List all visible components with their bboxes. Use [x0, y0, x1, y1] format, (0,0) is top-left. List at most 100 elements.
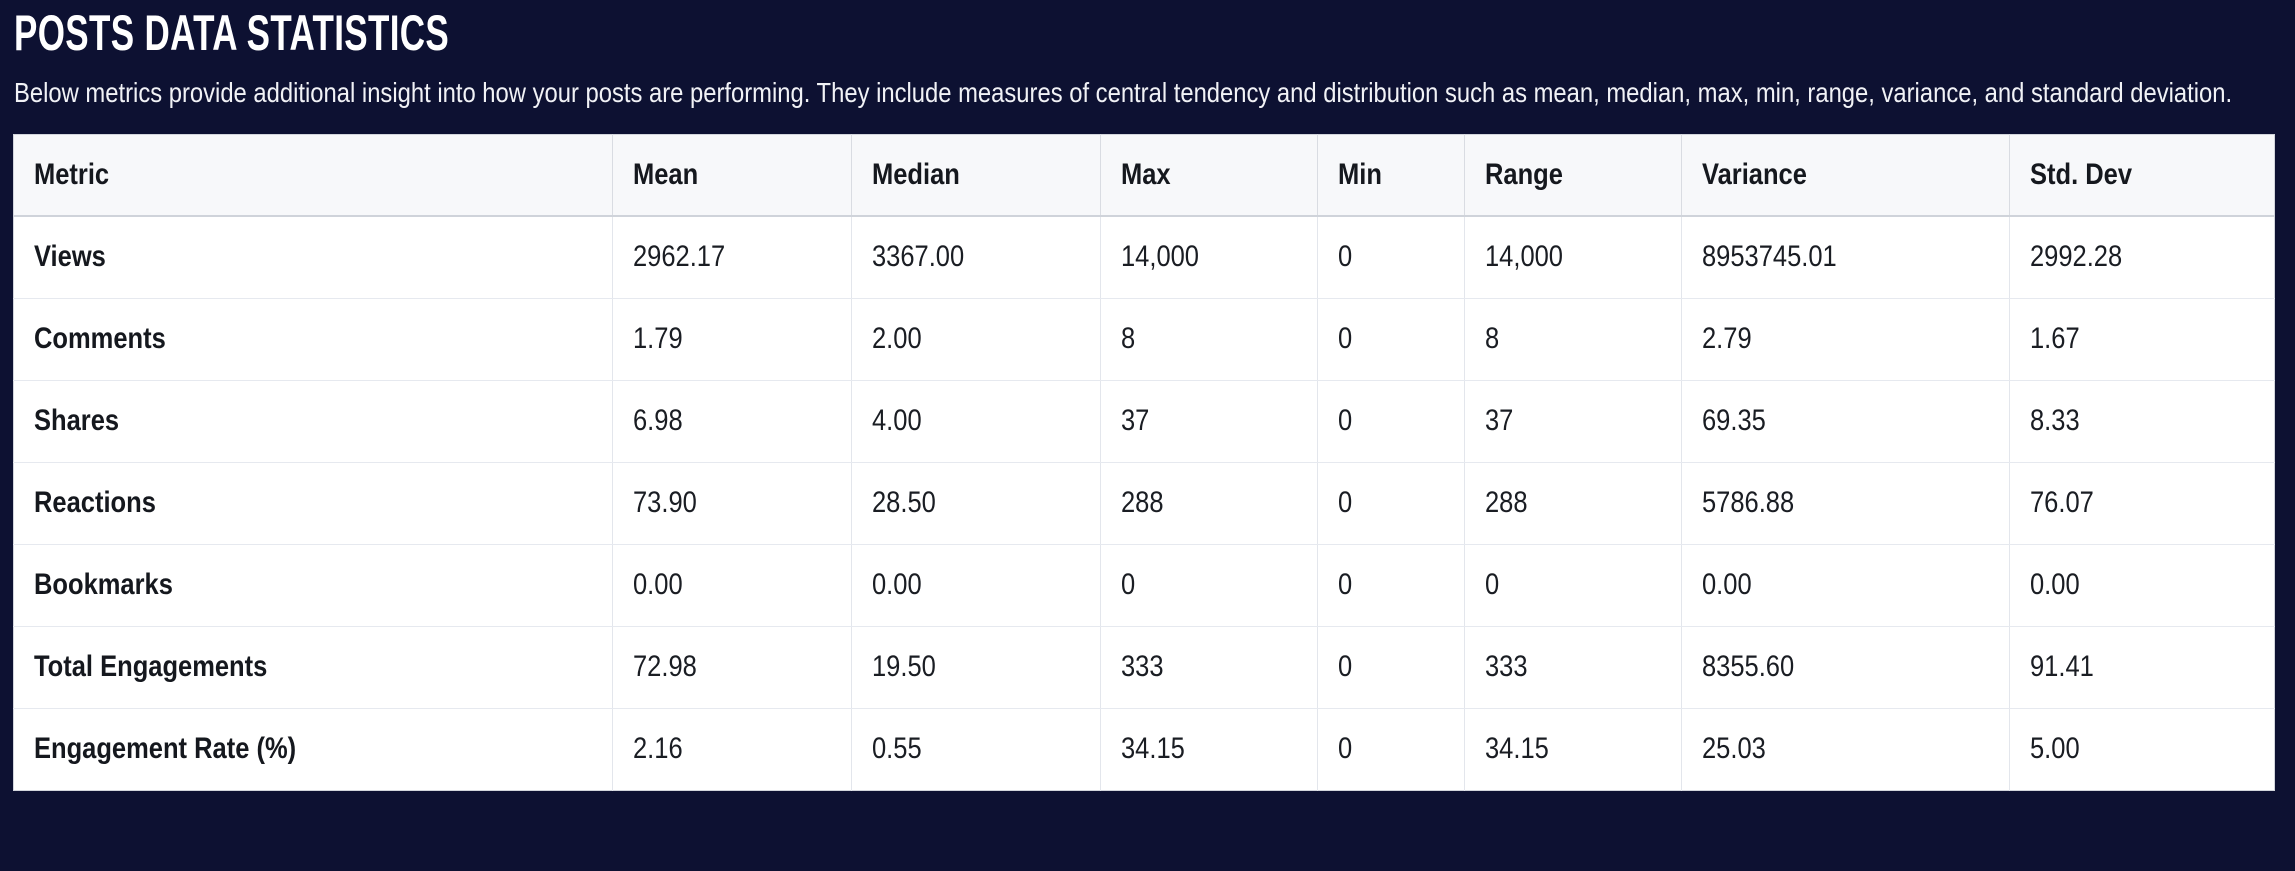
value-text: 288: [1485, 486, 1528, 520]
value-cell-min: 0: [1317, 544, 1465, 627]
value-cell-range: 14,000: [1464, 215, 1682, 299]
column-header-label: Std. Dev: [2030, 157, 2133, 191]
value-cell-range: 333: [1464, 626, 1682, 709]
value-text: 0.00: [2030, 568, 2080, 602]
value-cell-min: 0: [1317, 462, 1465, 545]
value-cell-variance: 8355.60: [1681, 626, 2010, 709]
value-text: 69.35: [1702, 404, 1766, 438]
metric-label: Bookmarks: [34, 568, 173, 602]
value-text: 3367.00: [872, 240, 965, 274]
posts-statistics-section: POSTS DATA STATISTICS Below metrics prov…: [0, 6, 2295, 791]
value-cell-mean: 2962.17: [612, 215, 852, 299]
value-text: 0: [1338, 568, 1353, 602]
value-text: 91.41: [2030, 650, 2094, 684]
value-text: 0: [1338, 650, 1353, 684]
metric-cell: Total Engagements: [13, 626, 613, 709]
value-text: 73.90: [633, 486, 697, 520]
column-header-min: Min: [1317, 134, 1465, 217]
column-header-label: Median: [872, 157, 960, 191]
value-cell-mean: 2.16: [612, 708, 852, 791]
value-cell-std-dev: 1.67: [2009, 298, 2275, 381]
value-text: 0.55: [872, 732, 922, 766]
value-text: 14,000: [1121, 240, 1200, 274]
metric-cell: Comments: [13, 298, 613, 381]
column-header-max: Max: [1100, 134, 1318, 217]
value-cell-variance: 25.03: [1681, 708, 2010, 791]
column-header-metric: Metric: [13, 134, 613, 217]
value-cell-variance: 5786.88: [1681, 462, 2010, 545]
value-text: 37: [1485, 404, 1514, 438]
value-text: 8: [1121, 322, 1136, 356]
value-cell-variance: 0.00: [1681, 544, 2010, 627]
value-cell-median: 19.50: [851, 626, 1101, 709]
value-text: 0: [1338, 486, 1353, 520]
value-text: 25.03: [1702, 732, 1766, 766]
table-row-shares: Shares 6.98 4.00 37 0 37 69.35 8.33: [13, 380, 2275, 463]
value-cell-median: 28.50: [851, 462, 1101, 545]
table-row-total-engagements: Total Engagements 72.98 19.50 333 0 333 8355.6…: [13, 626, 2275, 709]
value-text: 6.98: [633, 404, 683, 438]
value-text: 0.00: [633, 568, 683, 602]
value-text: 5786.88: [1702, 486, 1795, 520]
value-cell-mean: 0.00: [612, 544, 852, 627]
value-text: 4.00: [872, 404, 922, 438]
value-text: 5.00: [2030, 732, 2080, 766]
value-cell-max: 8: [1100, 298, 1318, 381]
value-cell-min: 0: [1317, 626, 1465, 709]
value-text: 0.00: [872, 568, 922, 602]
column-header-label: Min: [1338, 157, 1382, 191]
value-cell-median: 0.00: [851, 544, 1101, 627]
column-header-label: Max: [1121, 157, 1171, 191]
value-cell-range: 288: [1464, 462, 1682, 545]
value-cell-max: 333: [1100, 626, 1318, 709]
value-text: 0: [1338, 240, 1353, 274]
value-cell-max: 0: [1100, 544, 1318, 627]
value-cell-std-dev: 2992.28: [2009, 215, 2275, 299]
metric-cell: Bookmarks: [13, 544, 613, 627]
page-description: Below metrics provide additional insight…: [14, 77, 2233, 108]
value-text: 0: [1338, 322, 1353, 356]
value-text: 333: [1485, 650, 1528, 684]
value-text: 34.15: [1121, 732, 1185, 766]
value-cell-max: 14,000: [1100, 215, 1318, 299]
metric-label: Comments: [34, 322, 166, 356]
value-cell-median: 4.00: [851, 380, 1101, 463]
value-text: 0: [1338, 732, 1353, 766]
value-cell-variance: 69.35: [1681, 380, 2010, 463]
value-cell-std-dev: 76.07: [2009, 462, 2275, 545]
value-text: 8: [1485, 322, 1500, 356]
value-text: 8953745.01: [1702, 240, 1837, 274]
metric-label: Shares: [34, 404, 120, 438]
column-header-label: Mean: [633, 157, 699, 191]
metric-label: Views: [34, 240, 106, 274]
metric-label: Engagement Rate (%): [34, 732, 297, 766]
value-cell-max: 34.15: [1100, 708, 1318, 791]
value-cell-min: 0: [1317, 215, 1465, 299]
column-header-variance: Variance: [1681, 134, 2010, 217]
value-text: 0: [1338, 404, 1353, 438]
metric-cell: Engagement Rate (%): [13, 708, 613, 791]
value-cell-std-dev: 8.33: [2009, 380, 2275, 463]
value-text: 0: [1121, 568, 1136, 602]
value-cell-variance: 8953745.01: [1681, 215, 2010, 299]
value-cell-variance: 2.79: [1681, 298, 2010, 381]
metric-label: Reactions: [34, 486, 156, 520]
metric-cell: Views: [13, 215, 613, 299]
value-cell-min: 0: [1317, 298, 1465, 381]
value-cell-min: 0: [1317, 380, 1465, 463]
column-header-label: Metric: [34, 157, 110, 191]
table-row-views: Views 2962.17 3367.00 14,000 0 14,000 8953745.…: [13, 215, 2275, 299]
value-text: 1.79: [633, 322, 683, 356]
value-cell-mean: 1.79: [612, 298, 852, 381]
table-row-comments: Comments 1.79 2.00 8 0 8 2.79 1.67: [13, 298, 2275, 381]
value-text: 34.15: [1485, 732, 1549, 766]
value-text: 2962.17: [633, 240, 726, 274]
value-cell-mean: 72.98: [612, 626, 852, 709]
value-cell-range: 37: [1464, 380, 1682, 463]
table-row-reactions: Reactions 73.90 28.50 288 0 288 5786.88 76.07: [13, 462, 2275, 545]
value-text: 37: [1121, 404, 1150, 438]
page-title: POSTS DATA STATISTICS: [14, 6, 2295, 61]
value-cell-std-dev: 91.41: [2009, 626, 2275, 709]
value-cell-min: 0: [1317, 708, 1465, 791]
column-header-label: Variance: [1702, 157, 1807, 191]
